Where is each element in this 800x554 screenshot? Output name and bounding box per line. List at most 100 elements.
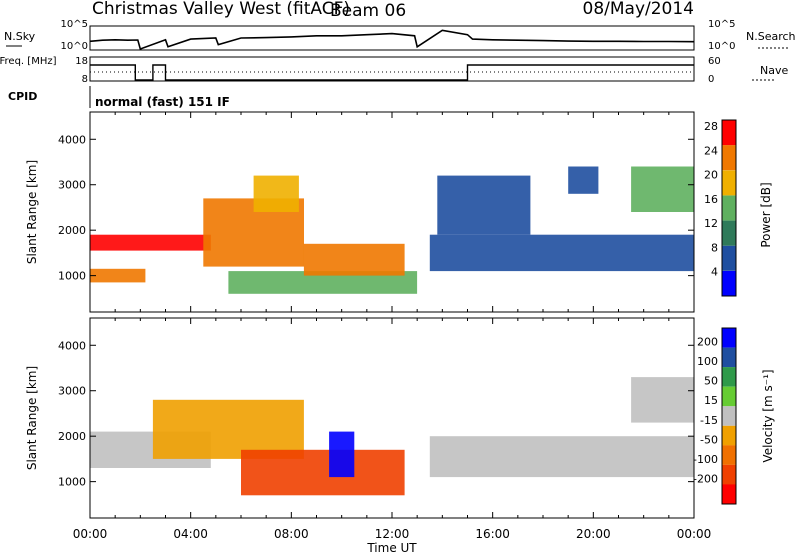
time-label-2: 08:00 (274, 527, 309, 541)
noise-ytick-right-bottom: 10^0 (708, 41, 735, 52)
time-label-0: 00:00 (73, 527, 108, 541)
data-region-1 (152, 399, 304, 459)
frequency-ytick-left-bottom: 8 (82, 74, 88, 85)
data-region-5 (303, 243, 405, 276)
power-xticks (89, 112, 695, 312)
velocity-colorbar-tick-1: 100 (697, 355, 718, 368)
velocity-colorbar-label: Velocity [m s⁻¹] (761, 369, 775, 462)
velocity-colorbar-frame (721, 327, 737, 505)
power-colorbar-tick-2: 12 (704, 217, 718, 230)
frequency-ylabel-right: Nave (760, 64, 788, 77)
frequency-ytick-left-top: 18 (75, 56, 88, 67)
time-label-6: 00:00 (677, 527, 712, 541)
ytick-label-0: 1000 (58, 270, 86, 283)
power-colorbar-tick-6: 28 (704, 120, 718, 133)
ytick-label-3: 4000 (58, 133, 86, 146)
power-colorbar-frame (721, 119, 737, 297)
time-axis-labels: 00:00 04:00 08:00 12:00 16:00 20:00 00:00 (73, 527, 712, 541)
power-ylabel: Slant Range [km] (25, 160, 39, 264)
data-region-1 (90, 268, 146, 283)
power-colorbar-label: Power [dB] (759, 182, 773, 247)
velocity-colorbar-segment-6 (722, 445, 736, 465)
ytick-label-1: 2000 (58, 224, 86, 237)
velocity-colorbar-segment-8 (722, 484, 736, 504)
data-region-0 (90, 234, 211, 251)
velocity-colorbar: 200 100 50 15 -15 -50 -100 -200 (693, 327, 737, 505)
time-label-1: 04:00 (173, 527, 208, 541)
station-title: Christmas Valley West (fitACF) (92, 0, 350, 19)
noise-series-line (89, 29, 695, 51)
velocity-xticks (89, 318, 695, 518)
beam-label: Beam 06 (330, 1, 406, 21)
velocity-colorbar-tick-6: -100 (693, 453, 718, 466)
data-region-4 (228, 271, 418, 294)
ytick-label-2: 3000 (58, 179, 86, 192)
ytick-label-2: 3000 (58, 385, 86, 398)
velocity-data-regions (90, 377, 695, 496)
data-region-8 (568, 166, 599, 194)
frequency-ytick-right-top: 60 (708, 56, 721, 67)
velocity-colorbar-tick-3: 15 (704, 394, 718, 407)
frequency-ytick-right-bottom: 0 (708, 74, 714, 85)
ytick-label-1: 2000 (58, 430, 86, 443)
power-colorbar-segment-6 (722, 120, 736, 146)
date-label: 08/May/2014 (583, 0, 695, 19)
data-region-4 (429, 436, 695, 478)
noise-ylabel-right: N.Search (746, 30, 796, 43)
noise-ytick-left-top: 10^5 (61, 19, 88, 30)
velocity-colorbar-tick-5: -50 (700, 433, 718, 446)
time-label-3: 12:00 (375, 527, 410, 541)
velocity-colorbar-tick-2: 50 (704, 375, 718, 388)
noise-panel-frame (89, 25, 695, 51)
data-region-2 (241, 449, 405, 496)
power-colorbar-segment-0 (722, 270, 736, 296)
power-colorbar-segment-3 (722, 195, 736, 221)
ytick-label-0: 1000 (58, 476, 86, 489)
noise-ylabel: N.Sky (4, 30, 36, 43)
data-region-3 (329, 431, 355, 478)
time-label-4: 16:00 (475, 527, 510, 541)
power-colorbar-segment-5 (722, 145, 736, 171)
cpid-mode: normal (fast) 151 IF (95, 95, 230, 109)
time-label-5: 20:00 (576, 527, 611, 541)
power-colorbar-tick-4: 20 (704, 169, 718, 182)
cpid-label: CPID (8, 90, 37, 103)
power-colorbar-tick-1: 8 (711, 241, 718, 254)
power-colorbar-tick-5: 24 (704, 144, 718, 157)
power-colorbar-segment-1 (722, 245, 736, 271)
velocity-colorbar-tick-4: -15 (700, 414, 718, 427)
velocity-colorbar-tick-0: 200 (697, 336, 718, 349)
data-region-6 (429, 234, 695, 272)
frequency-ylabel: Freq. [MHz] (0, 56, 57, 67)
velocity-colorbar-tick-7: -200 (693, 472, 718, 485)
data-region-9 (631, 166, 694, 212)
power-colorbar-tick-3: 16 (704, 193, 718, 206)
ytick-label-3: 4000 (58, 339, 86, 352)
power-colorbar-tick-0: 4 (711, 266, 718, 279)
data-region-5 (631, 377, 694, 423)
power-colorbar: 4 8 12 16 20 24 28 (704, 119, 737, 297)
velocity-panel: 1000 2000 3000 4000 Slant Range [km] (25, 317, 695, 519)
velocity-colorbar-segment-3 (722, 386, 736, 407)
velocity-colorbar-segment-0 (722, 328, 736, 348)
data-region-7 (437, 175, 531, 235)
power-yticks: 1000 2000 3000 4000 (58, 133, 694, 283)
velocity-yticks: 1000 2000 3000 4000 (58, 339, 694, 489)
velocity-colorbar-segment-1 (722, 347, 736, 368)
frequency-panel-frame (89, 56, 695, 82)
power-colorbar-segment-4 (722, 170, 736, 196)
noise-panel: N.Sky 10^5 10^0 10^5 10^0 N.Search (4, 19, 796, 52)
time-axis-title: Time UT (366, 541, 417, 554)
noise-ytick-right-top: 10^5 (708, 19, 735, 30)
velocity-colorbar-segment-4 (722, 406, 736, 426)
frequency-series-line (90, 64, 694, 81)
frequency-panel: Freq. [MHz] 18 8 60 0 Nave (0, 56, 788, 85)
velocity-colorbar-segment-2 (722, 367, 736, 387)
velocity-colorbar-segment-7 (722, 464, 736, 485)
power-data-regions (90, 166, 695, 294)
power-colorbar-segment-2 (722, 220, 736, 246)
velocity-colorbar-segment-5 (722, 425, 736, 446)
velocity-ylabel: Slant Range [km] (25, 366, 39, 470)
power-panel: 1000 2000 3000 4000 Slant Range [km] (25, 111, 695, 313)
